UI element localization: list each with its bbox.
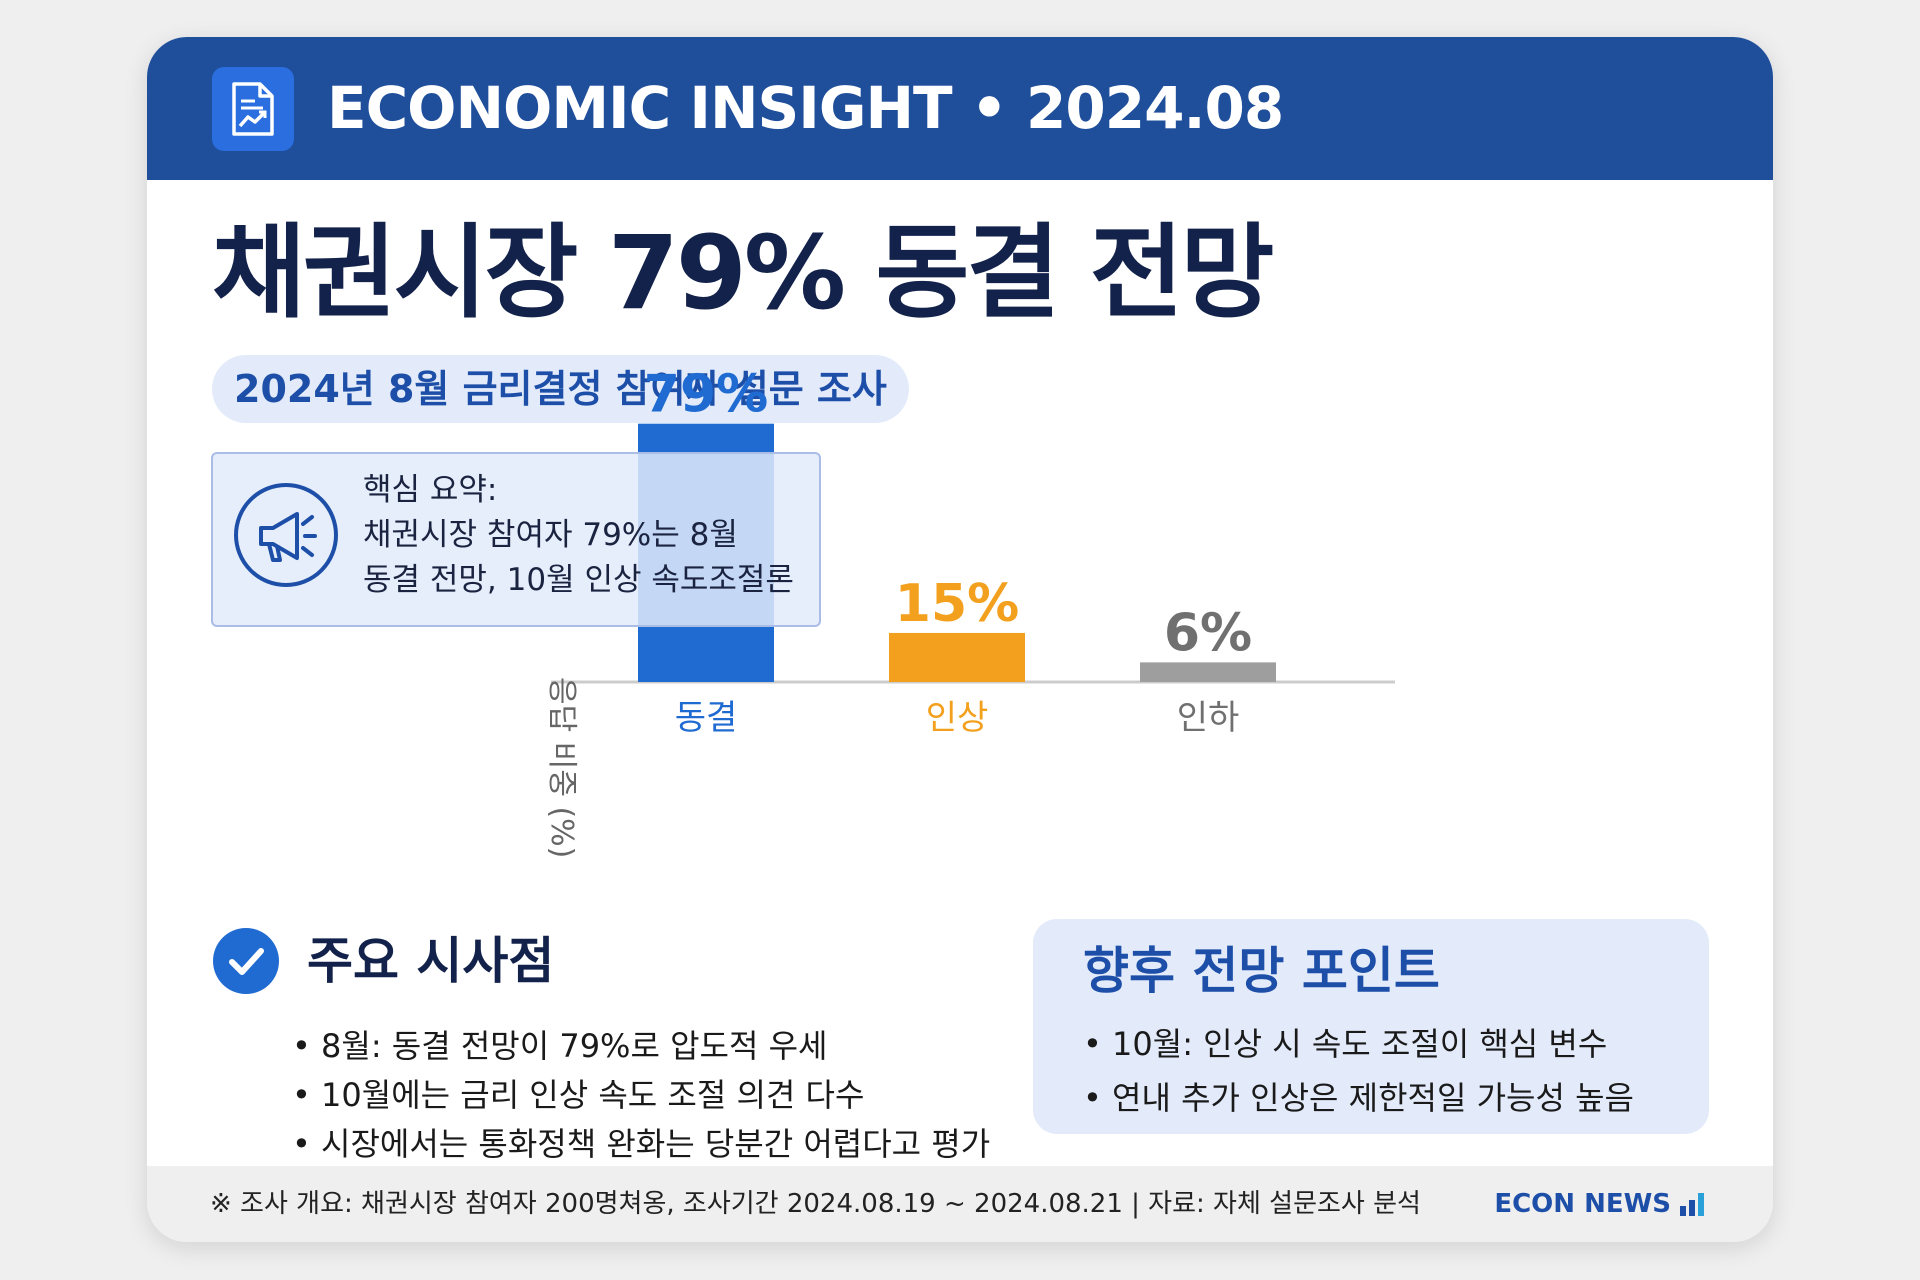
header-bar: ECONOMIC INSIGHT • 2024.08	[147, 37, 1773, 180]
category-label-1: 동결	[675, 698, 738, 738]
insights-title: 주요 시사점	[307, 932, 555, 990]
summary-line: 핵심 요약:	[363, 472, 498, 508]
list-item: 10월: 인상 시 속도 조절이 핵심 변수	[1083, 1017, 1634, 1071]
megaphone-icon	[234, 483, 338, 587]
header-title: ECONOMIC INSIGHT • 2024.08	[327, 74, 1284, 142]
list-item: 8월: 동결 전망이 79%로 압도적 우세	[292, 1022, 990, 1071]
footer: ※ 조사 개요: 채권시장 참여자 200명쳐옹, 조사기간 2024.08.1…	[147, 1166, 1773, 1242]
headline: 채권시장 79% 동결 전망	[212, 214, 1274, 333]
category-label-3: 인하	[1177, 698, 1240, 738]
check-circle-icon	[213, 928, 279, 994]
value-label-1: 79%	[644, 365, 768, 425]
category-label-2: 인상	[926, 698, 989, 738]
footer-note: ※ 조사 개요: 채권시장 참여자 200명쳐옹, 조사기간 2024.08.1…	[210, 1189, 1421, 1219]
bar-2	[889, 632, 1025, 682]
summary-box: 핵심 요약: 채권시장 참여자 79%는 8월 동결 전망, 10월 인상 속도…	[211, 452, 821, 627]
value-label-2: 15%	[895, 574, 1019, 634]
bar-3	[1140, 662, 1276, 682]
list-item: 연내 추가 인상은 제한적일 가능성 높음	[1083, 1071, 1634, 1125]
subtitle-pill: 2024년 8월 금리결정 참여자 설문 조사	[212, 355, 909, 423]
summary-line: 채권시장 참여자 79%는 8월	[363, 517, 738, 553]
list-item: 시장에서는 통화정책 완화는 당분간 어렵다고 평가	[292, 1120, 990, 1169]
list-item: 10월에는 금리 인상 속도 조절 의견 다수	[292, 1071, 990, 1120]
outlook-title: 향후 전망 포인트	[1083, 942, 1440, 1000]
y-axis-label: 응답 비중 (%)	[544, 677, 579, 859]
bar-chart-icon	[1680, 1193, 1704, 1216]
value-label-3: 6%	[1164, 603, 1252, 663]
report-chart-icon	[212, 67, 294, 151]
brand-name: ECON NEWS	[1494, 1189, 1671, 1219]
infographic-card: ECONOMIC INSIGHT • 2024.08 채권시장 79% 동결 전…	[147, 37, 1773, 1242]
outlook-box: 향후 전망 포인트 10월: 인상 시 속도 조절이 핵심 변수 연내 추가 인…	[1033, 919, 1709, 1134]
footer-brand: ECON NEWS	[1494, 1166, 1705, 1242]
summary-line: 동결 전망, 10월 인상 속도조절론	[363, 562, 794, 598]
